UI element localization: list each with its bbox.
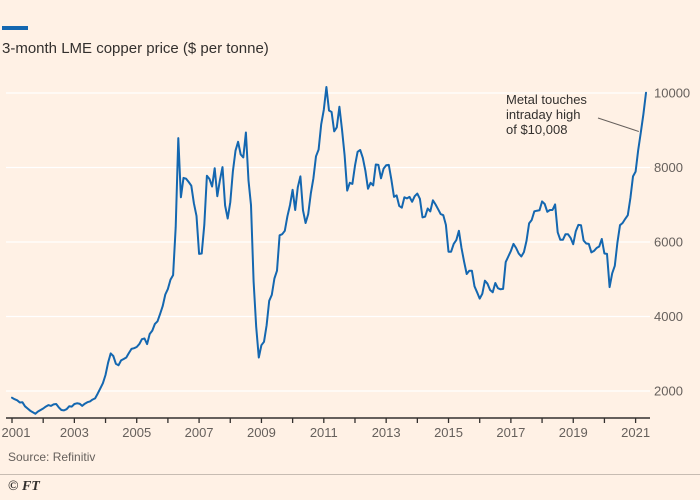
svg-text:of $10,008: of $10,008 bbox=[506, 122, 567, 137]
svg-text:Metal touches: Metal touches bbox=[506, 92, 587, 107]
svg-text:6000: 6000 bbox=[654, 234, 683, 249]
svg-text:intraday high: intraday high bbox=[506, 107, 580, 122]
svg-text:2017: 2017 bbox=[496, 425, 525, 440]
svg-text:2007: 2007 bbox=[185, 425, 214, 440]
ft-logo: © FT bbox=[8, 479, 40, 494]
svg-text:2015: 2015 bbox=[434, 425, 463, 440]
accent-bar bbox=[2, 26, 28, 30]
footer-divider bbox=[0, 474, 700, 475]
svg-text:2021: 2021 bbox=[621, 425, 650, 440]
chart-title: 3-month LME copper price ($ per tonne) bbox=[2, 40, 269, 57]
svg-text:2011: 2011 bbox=[310, 425, 338, 440]
svg-text:2001: 2001 bbox=[2, 425, 31, 440]
svg-text:2013: 2013 bbox=[372, 425, 401, 440]
svg-text:2000: 2000 bbox=[654, 383, 683, 398]
svg-text:8000: 8000 bbox=[654, 160, 683, 175]
svg-text:2009: 2009 bbox=[247, 425, 276, 440]
copper-price-chart: 2000 4000 6000 8000 10000 2001 2003 2005 2007 200… bbox=[2, 85, 691, 440]
svg-text:4000: 4000 bbox=[654, 309, 683, 324]
svg-text:2003: 2003 bbox=[60, 425, 89, 440]
source-label: Source: Refinitiv bbox=[8, 450, 96, 464]
svg-text:2019: 2019 bbox=[559, 425, 588, 440]
svg-text:10000: 10000 bbox=[654, 85, 690, 100]
svg-text:2005: 2005 bbox=[122, 425, 151, 440]
